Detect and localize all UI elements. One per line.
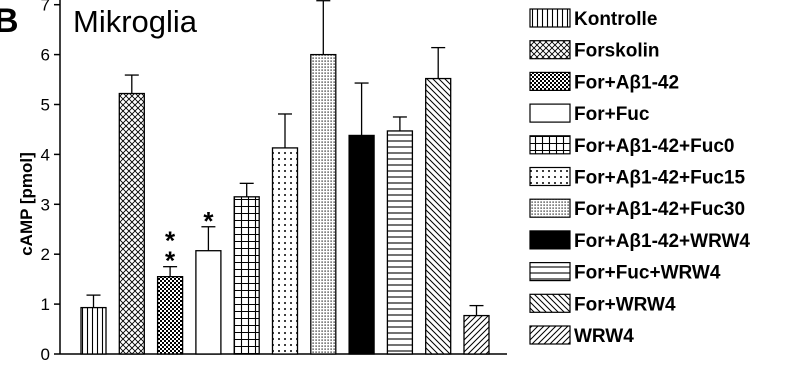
- bar: [80, 306, 107, 355]
- significance-marker: *: [165, 246, 176, 276]
- legend-label: For+WRW4: [574, 294, 676, 315]
- bars: ***: [80, 0, 490, 355]
- legend-label: Forskolin: [574, 41, 660, 62]
- y-tick-label: 4: [41, 145, 50, 164]
- legend: Kontrolle Forskolin For+Aβ1-42 For+Fuc For+A…: [529, 8, 750, 347]
- y-tick-label: 3: [41, 195, 50, 214]
- bar: [118, 92, 145, 355]
- legend-swatch: [529, 71, 571, 92]
- legend-label: For+Aβ1-42+Fuc15: [574, 168, 745, 189]
- y-tick-label: 7: [41, 0, 50, 15]
- legend-swatch: [529, 262, 571, 282]
- legend-label: For+Fuc: [574, 104, 650, 125]
- legend-label: For+Aβ1-42: [574, 72, 679, 93]
- legend-swatch: [529, 166, 571, 187]
- legend-swatch: [529, 230, 571, 250]
- legend-swatch: [529, 40, 571, 60]
- bar: [386, 130, 414, 355]
- y-tick-label: 0: [41, 345, 50, 364]
- bar: [195, 250, 222, 355]
- y-tick-label: 6: [41, 46, 50, 65]
- significance-marker: *: [203, 206, 214, 236]
- bar: [348, 134, 375, 355]
- legend-swatch: [529, 135, 571, 155]
- bar: [425, 77, 452, 355]
- panel-letter: B: [0, 2, 19, 40]
- legend-label: WRW4: [574, 326, 634, 347]
- y-axis-label: cAMP [pmol]: [17, 152, 36, 256]
- legend-swatch: [529, 198, 571, 218]
- legend-swatch: [529, 293, 571, 313]
- bar: [233, 196, 260, 355]
- legend-label: For+Aβ1-42+Fuc30: [574, 199, 745, 220]
- legend-label: For+Aβ1-42+Fuc0: [574, 136, 735, 157]
- bar: [310, 53, 337, 355]
- y-tick-label: 1: [41, 295, 50, 314]
- legend-label: For+Aβ1-42+WRW4: [574, 231, 750, 252]
- legend-swatch: [529, 325, 571, 345]
- legend-label: Kontrolle: [574, 9, 657, 30]
- chart-title: Mikroglia: [73, 4, 198, 39]
- significance-marker: *: [165, 226, 176, 256]
- y-tick-label: 2: [41, 245, 50, 264]
- legend-swatch: [529, 8, 571, 28]
- bar: [463, 314, 490, 355]
- legend-swatch: [529, 103, 571, 123]
- bar: [156, 276, 184, 355]
- y-tick-label: 5: [41, 96, 50, 115]
- bar: [271, 147, 299, 355]
- legend-label: For+Fuc+WRW4: [574, 263, 721, 284]
